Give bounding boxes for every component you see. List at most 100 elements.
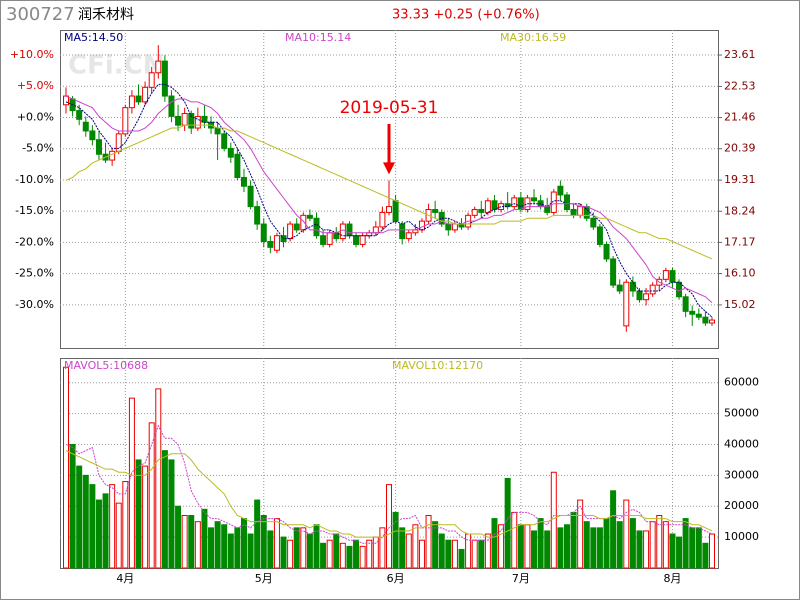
volume-bar [63,366,69,569]
candle-body [669,270,676,283]
volume-bar [649,521,656,569]
volume-bar [557,527,564,569]
candle-body [432,209,439,213]
candle-body [504,203,511,208]
candle-body [590,217,597,228]
candle-body [339,223,346,240]
candle-body [616,284,623,292]
legend-label: MA5:14.50 [64,31,123,44]
candle-body [240,177,247,187]
volume-bar [287,539,294,569]
candle-body [247,185,254,208]
candle-body [471,209,478,216]
volume-bar [247,533,254,569]
candle-body [227,147,234,158]
y2-tick-label: 21.46 [724,111,756,124]
y2-tick-label: 17.17 [724,235,756,248]
volume-bar [682,518,689,569]
volume-bar [346,545,353,569]
volume-bar [273,518,280,569]
candle-body [491,200,498,211]
volume-bar [234,527,241,569]
y-tick-label: -20.0% [15,235,54,248]
volume-bar [82,474,89,569]
candle-body [76,110,83,120]
candle-body [544,206,551,213]
candle-body [313,217,320,237]
y-tick-label: 60000 [724,376,759,389]
candle-body [511,197,518,208]
y-tick-label: -25.0% [15,267,54,280]
legend-label: MA10:15.14 [285,31,351,44]
annotation-arrowhead [383,162,395,175]
volume-bar [379,527,386,569]
candle-body [623,281,630,327]
volume-bar [102,493,109,569]
candle-body [175,115,182,126]
candle-body [168,95,175,117]
volume-bar [412,524,419,569]
candle-body [135,95,142,103]
volume-bar [550,471,557,569]
candle-body [438,211,445,225]
candle-body [662,270,669,280]
candle-body [109,150,116,161]
y-tick-label: +5.0% [17,79,54,92]
x-tick-label: 6月 [387,572,405,585]
candle-body [122,107,129,135]
volume-bar [333,533,340,569]
volume-bar [563,524,570,569]
x-tick-label: 4月 [116,572,134,585]
candle-body [372,226,379,234]
price-panel [60,30,719,349]
candle-body [89,130,96,141]
volume-bar [471,539,478,569]
y-tick-label: 50000 [724,407,759,420]
candle-body [563,194,570,211]
y-tick-label: +10.0% [10,48,54,61]
candle-body [214,127,221,135]
candle-body [451,223,458,231]
volume-bar [669,533,676,569]
volume-bar [135,459,142,569]
y-tick-label: +0.0% [17,110,54,123]
volume-bar [221,524,228,569]
volume-bar [392,511,399,569]
volume-bar [148,422,155,569]
x-tick-label: 8月 [663,572,681,585]
candle-body [695,313,702,318]
candle-body [379,211,386,228]
candle-body [221,133,228,149]
ma-line [65,95,713,303]
volume-bar [445,539,452,569]
y-tick-label: 10000 [724,530,759,543]
volume-bar [676,536,683,569]
volume-bar [188,515,195,569]
candle-body [234,153,241,179]
candle-body [610,258,617,286]
y-tick-label: -5.0% [22,142,54,155]
watermark: CFi.CN [68,51,164,81]
ma-line [65,124,713,260]
y2-tick-label: 23.61 [724,48,756,61]
y2-tick-label: 15.02 [724,298,756,311]
y2-tick-label: 22.53 [724,79,756,92]
volume-bar [399,527,406,569]
candle-body [188,113,195,129]
volume-bar [425,515,432,569]
volume-bar [142,465,149,569]
volume-bar [122,481,129,569]
legend-label: MAVOL5:10688 [64,359,148,372]
candle-body [484,200,491,213]
y2-tick-label: 18.24 [724,204,756,217]
volume-bar [583,521,590,569]
volume-bar [629,518,636,569]
candle-body [557,185,564,196]
candle-body [445,223,452,231]
volume-bar [458,548,465,569]
volume-bar [280,536,287,569]
candle-body [603,243,610,260]
volume-bar [702,542,709,569]
candle-body [702,316,709,324]
